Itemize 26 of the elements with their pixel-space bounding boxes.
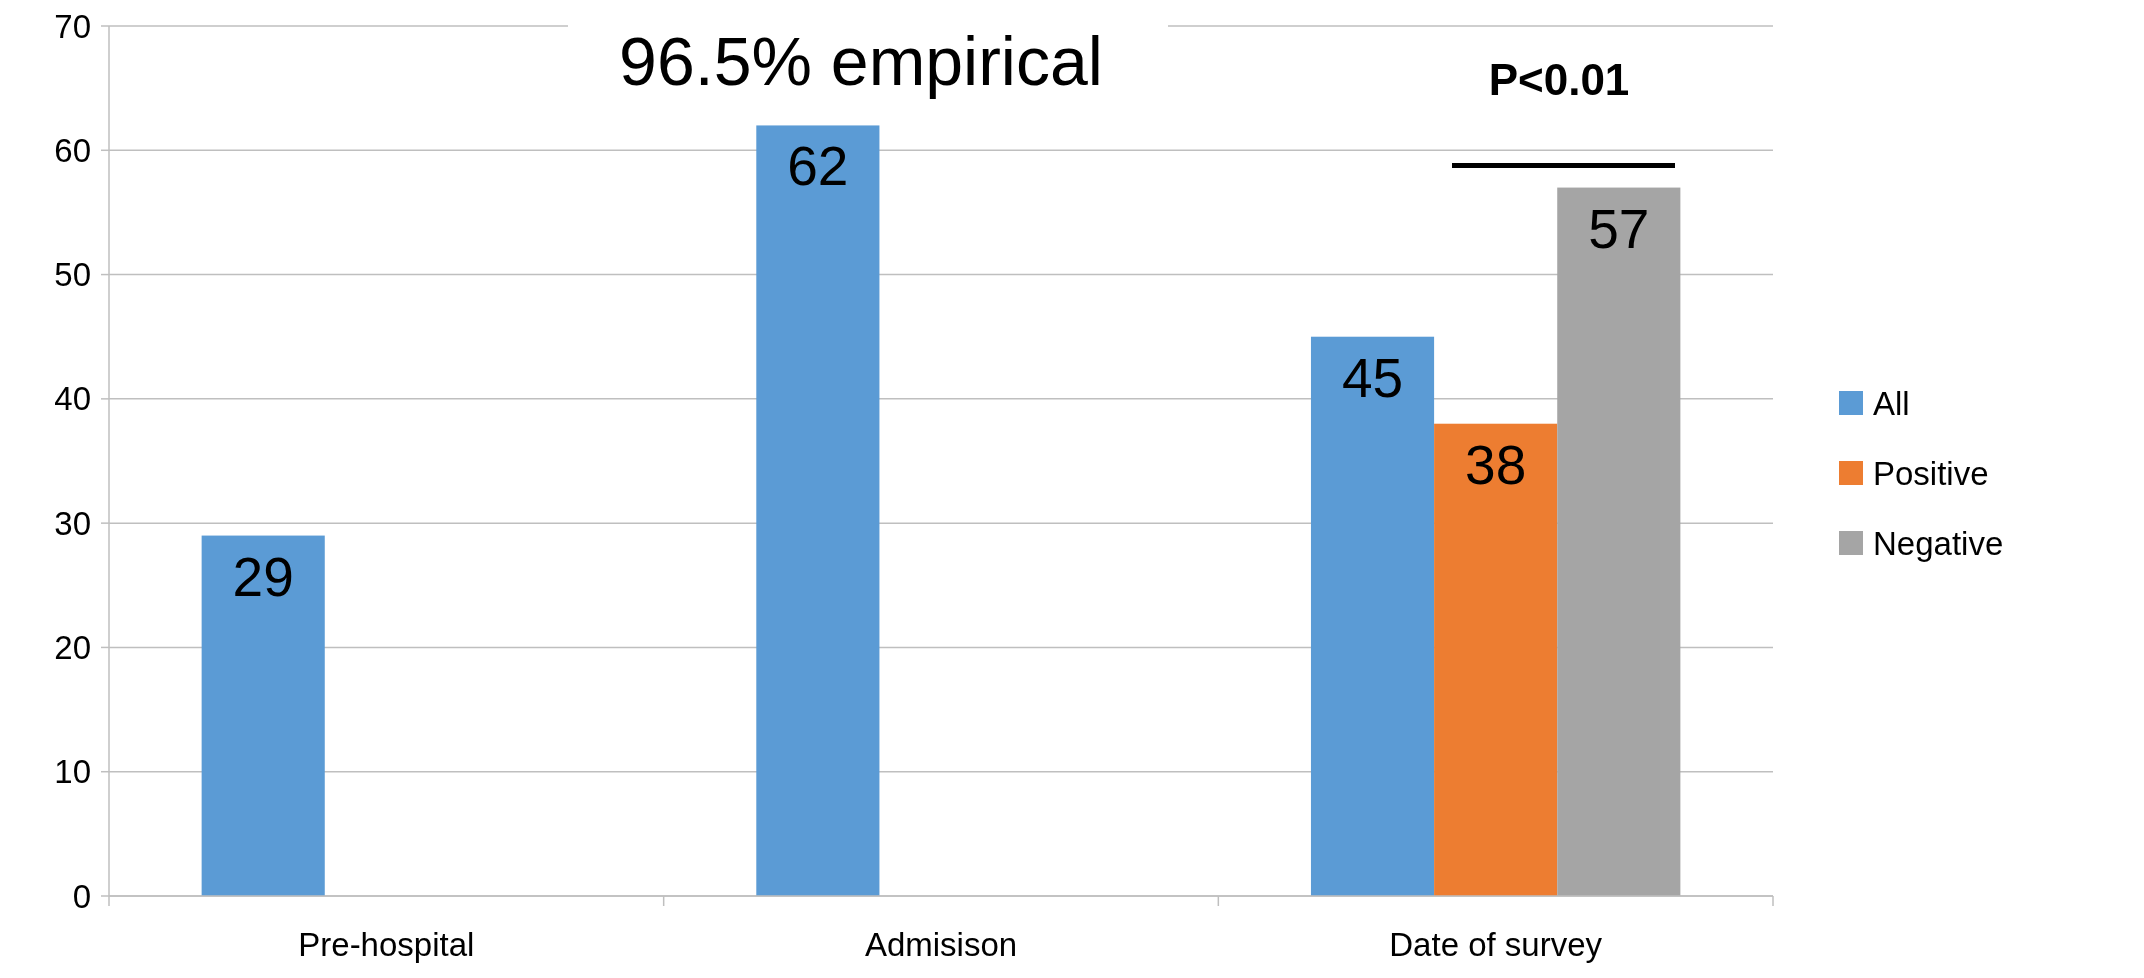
data-label: 45 — [1341, 346, 1404, 409]
x-tick-label: Date of survey — [1389, 926, 1603, 963]
y-tick-label: 0 — [72, 877, 91, 915]
data-label: 57 — [1588, 197, 1650, 260]
bar — [201, 535, 325, 896]
data-label: 38 — [1465, 433, 1527, 496]
data-label: 62 — [787, 135, 849, 198]
x-tick-label: Pre-hospital — [298, 926, 475, 963]
legend-label: Negative — [1873, 524, 2004, 562]
y-tick-label: 10 — [54, 753, 91, 791]
y-tick-label: 20 — [54, 628, 91, 666]
legend-label: Positive — [1873, 454, 1989, 492]
bar — [1310, 336, 1435, 896]
bar — [756, 125, 880, 896]
chart-title: 96.5% empirical — [619, 23, 1103, 99]
y-tick-label: 50 — [54, 256, 91, 294]
data-label: 29 — [232, 545, 294, 608]
annotation: P<0.01 — [1488, 55, 1630, 104]
x-tick-label: Admisison — [864, 926, 1018, 963]
y-tick-label: 40 — [54, 380, 91, 418]
y-tick-label: 70 — [54, 7, 91, 45]
bar — [1557, 187, 1681, 896]
y-tick-label: 60 — [54, 131, 91, 169]
legend-label: All — [1873, 384, 1910, 422]
y-tick-label: 30 — [54, 504, 91, 542]
bar — [1434, 423, 1558, 896]
